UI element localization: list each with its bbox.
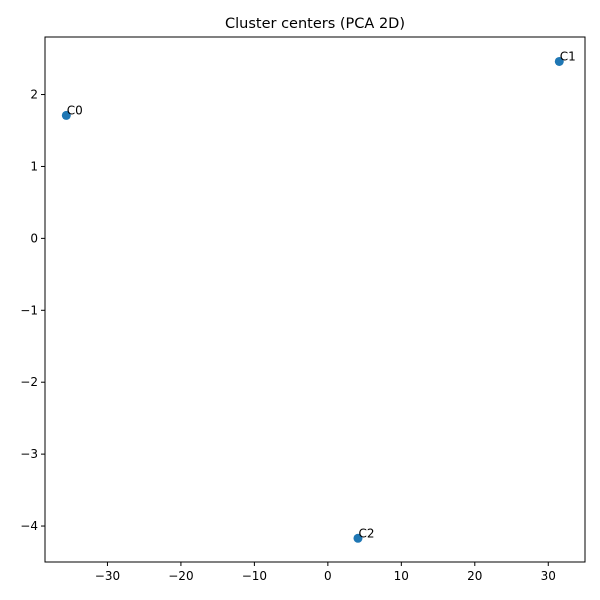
y-tick-label: −2 — [20, 375, 38, 389]
x-tick-label: −10 — [242, 569, 267, 583]
plot-area — [44, 36, 586, 563]
data-point — [554, 56, 564, 66]
x-tick-label: −20 — [168, 569, 193, 583]
x-axis: −30 −20 −10 0 10 20 30 — [95, 562, 556, 583]
y-axis: −4 −3 −2 −1 0 1 2 — [20, 88, 45, 533]
point-label: C0 — [67, 103, 83, 117]
point-label: C2 — [358, 526, 374, 540]
y-tick-label: 1 — [30, 159, 38, 173]
data-point — [61, 110, 71, 120]
y-tick-label: −3 — [20, 447, 38, 461]
x-tick-label: −30 — [95, 569, 120, 583]
x-tick-label: 30 — [541, 569, 556, 583]
y-tick-label: −4 — [20, 519, 38, 533]
point-label: C1 — [560, 49, 576, 63]
chart-title: Cluster centers (PCA 2D) — [225, 16, 405, 32]
y-tick-label: −1 — [20, 303, 38, 317]
y-tick-label: 0 — [30, 231, 38, 245]
y-tick-label: 2 — [30, 88, 38, 102]
x-tick-label: 10 — [394, 569, 409, 583]
x-tick-label: 0 — [324, 569, 332, 583]
data-point — [353, 533, 363, 543]
x-tick-label: 20 — [467, 569, 482, 583]
data-points: C0 C1 C2 — [61, 49, 576, 543]
